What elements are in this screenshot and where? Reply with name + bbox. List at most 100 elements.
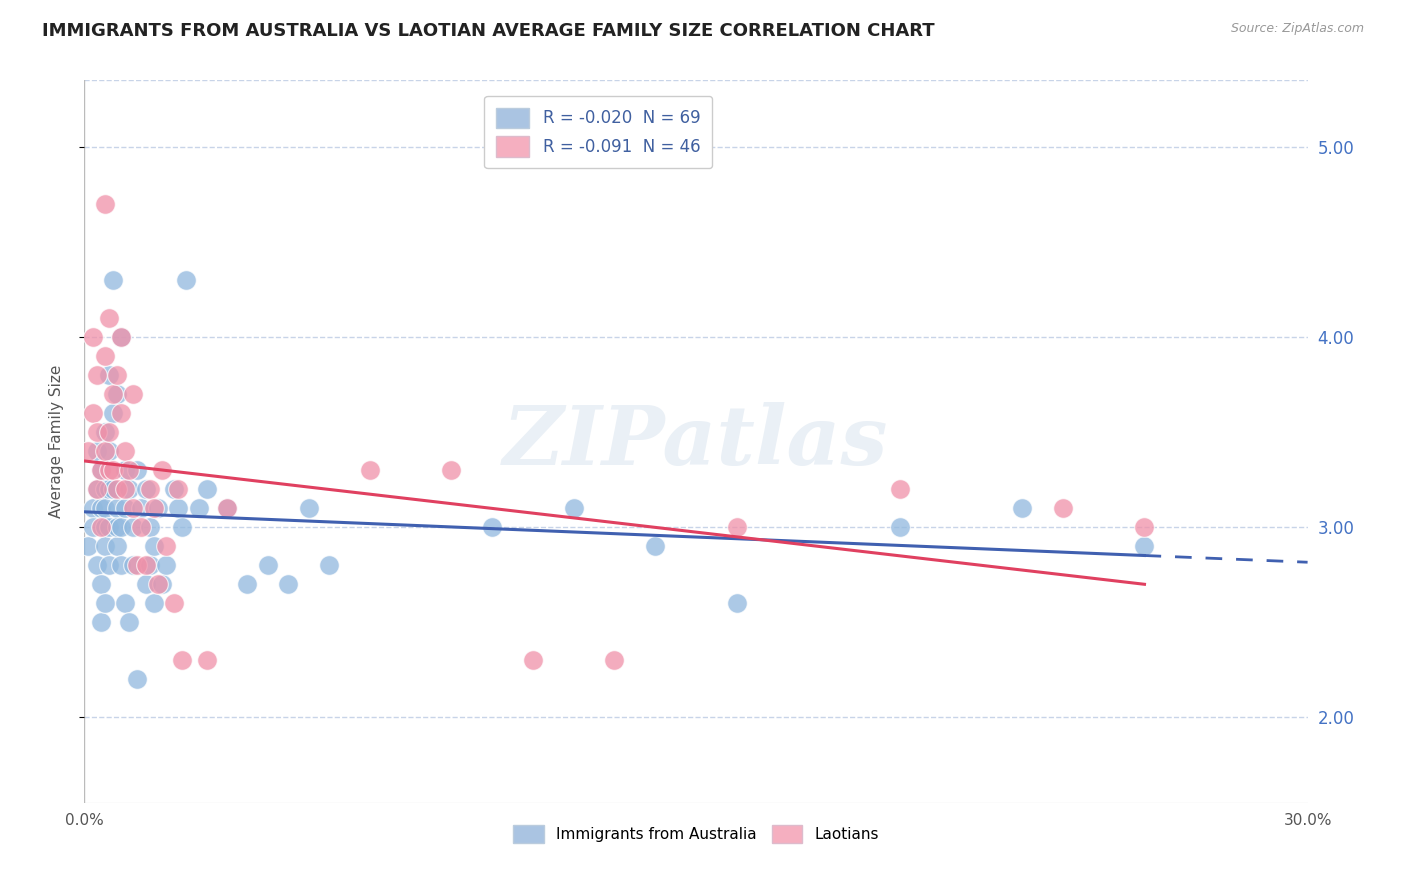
Point (101, 273, 124, 287)
Point (105, 539, 128, 553)
Point (150, 463, 173, 477)
Point (725, 596, 748, 610)
Point (114, 482, 136, 496)
Point (122, 558, 145, 573)
Point (90, 501, 112, 516)
Point (105, 501, 128, 516)
Point (195, 482, 218, 496)
Point (174, 273, 197, 287)
Point (86, 558, 108, 573)
Point (163, 482, 186, 496)
Point (146, 501, 169, 516)
Point (90, 463, 112, 477)
Point (889, 482, 911, 496)
Point (155, 558, 177, 573)
Point (101, 482, 124, 496)
Point (82, 330, 104, 344)
Point (138, 482, 160, 496)
Point (167, 482, 190, 496)
Text: IMMIGRANTS FROM AUSTRALIA VS LAOTIAN AVERAGE FAMILY SIZE CORRELATION CHART: IMMIGRANTS FROM AUSTRALIA VS LAOTIAN AVE… (42, 22, 935, 40)
Point (77, 539, 100, 553)
Point (77, 444, 100, 458)
Point (86, 368, 108, 382)
Point (440, 463, 463, 477)
Point (93, 596, 115, 610)
Point (195, 653, 218, 667)
Point (105, 368, 128, 382)
Point (131, 520, 153, 534)
Point (142, 596, 165, 610)
Point (135, 558, 157, 573)
Point (889, 520, 911, 534)
Point (236, 577, 259, 591)
Point (90, 577, 112, 591)
Point (93, 349, 115, 363)
Point (644, 539, 666, 553)
Point (105, 520, 128, 534)
Point (562, 501, 585, 516)
Point (122, 501, 145, 516)
Point (86, 482, 108, 496)
Point (97, 444, 120, 458)
Point (114, 501, 136, 516)
Point (118, 463, 141, 477)
Point (142, 539, 165, 553)
Point (298, 501, 321, 516)
Point (146, 577, 169, 591)
Point (101, 463, 124, 477)
Point (86, 425, 108, 439)
Point (82, 520, 104, 534)
Point (138, 558, 160, 573)
Point (318, 558, 340, 573)
Point (86, 444, 108, 458)
Point (155, 539, 177, 553)
Point (97, 368, 120, 382)
Point (86, 482, 108, 496)
Point (90, 463, 112, 477)
Point (97, 520, 120, 534)
Point (97, 463, 120, 477)
Point (1133, 539, 1156, 553)
Point (277, 577, 299, 591)
Point (127, 463, 149, 477)
Point (122, 520, 145, 534)
Point (110, 520, 132, 534)
Point (110, 330, 132, 344)
Point (110, 330, 132, 344)
Point (187, 501, 209, 516)
Point (93, 425, 115, 439)
Text: Source: ZipAtlas.com: Source: ZipAtlas.com (1230, 22, 1364, 36)
Point (135, 482, 157, 496)
Point (481, 520, 503, 534)
Point (217, 501, 239, 516)
Point (172, 653, 194, 667)
Point (522, 653, 544, 667)
Point (97, 482, 120, 496)
Point (93, 520, 115, 534)
Point (97, 558, 120, 573)
Point (114, 596, 136, 610)
Point (93, 444, 115, 458)
Point (163, 596, 186, 610)
Point (97, 310, 120, 325)
Point (167, 501, 190, 516)
Point (1052, 501, 1074, 516)
Point (118, 482, 141, 496)
Point (93, 501, 115, 516)
Point (118, 615, 141, 630)
Point (110, 406, 132, 420)
Point (135, 577, 157, 591)
Point (1011, 501, 1033, 516)
Point (82, 501, 104, 516)
Legend: Immigrants from Australia, Laotians: Immigrants from Australia, Laotians (508, 819, 884, 849)
Point (114, 463, 136, 477)
Point (142, 501, 165, 516)
Point (1133, 520, 1156, 534)
Point (122, 387, 145, 401)
Point (93, 482, 115, 496)
Text: ZIPatlas: ZIPatlas (503, 401, 889, 482)
Point (93, 197, 115, 211)
Point (217, 501, 239, 516)
Point (138, 520, 160, 534)
Point (114, 444, 136, 458)
